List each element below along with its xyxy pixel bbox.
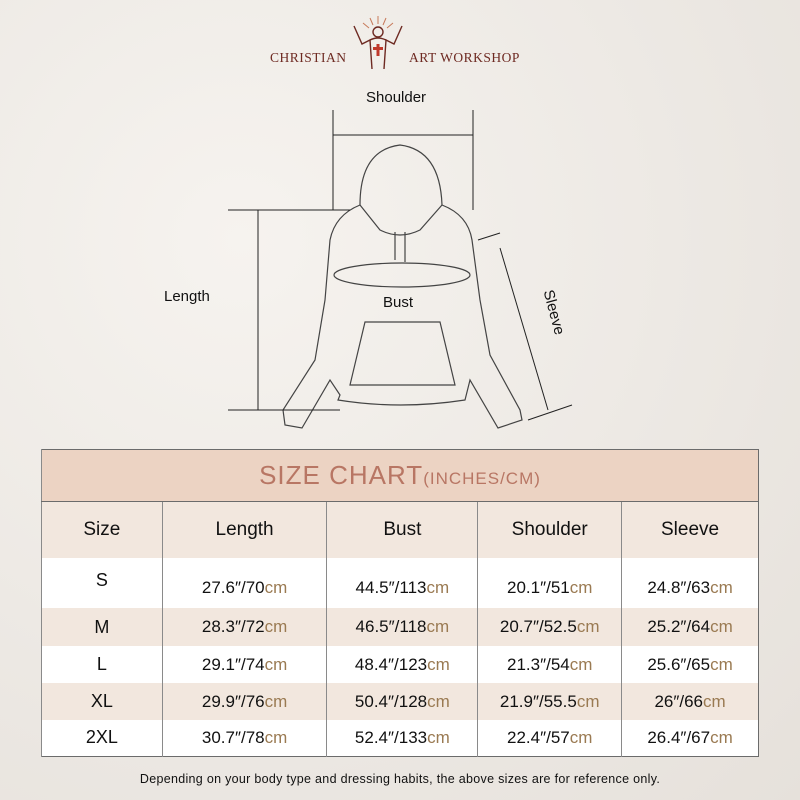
column-header: Shoulder [477,501,622,558]
inch-value: 25.6″/65 [647,654,711,674]
cm-unit: cm [427,654,450,674]
measure-cell: 24.8″/63cm [621,558,759,608]
measure-cell: 30.7″/78cm [161,720,327,756]
measure-cell: 20.1″/51cm [477,558,622,608]
measure-cell: 25.6″/65cm [621,646,759,683]
size-cell: S [41,558,163,608]
measure-cell: 29.9″/76cm [161,683,327,720]
inch-value: 24.8″/63 [647,578,711,597]
inch-value: 20.1″/51 [506,578,570,597]
inch-value: 52.4″/133 [354,727,428,747]
cm-unit: cm [710,727,733,747]
header-row: Size Length Bust Shoulder Sleeve [41,501,759,558]
measure-cell: 26″/66cm [621,683,759,720]
measure-cell: 25.2″/64cm [621,608,759,646]
table-row: 2XL 30.7″/78cm 52.4″/133cm 22.4″/57cm 26.4″/… [41,720,759,756]
bust-label: Bust [383,294,414,311]
measure-cell: 50.4″/128cm [326,683,478,720]
inch-value: 25.2″/64 [647,617,711,636]
size-cell: L [41,646,163,683]
shoulder-label: Shoulder [366,89,427,106]
column-header: Bust [326,501,478,558]
table-row: S 27.6″/70cm 44.5″/113cm 20.1″/51cm 24.8″/63… [41,558,759,608]
jesus-cross-icon [353,16,403,70]
measure-cell: 44.5″/113cm [326,558,478,608]
measure-cell: 48.4″/123cm [326,646,478,683]
hoodie-illustration [228,110,573,429]
cm-unit: cm [426,617,450,636]
measure-cell: 46.5″/118cm [326,608,478,646]
inch-value: 50.4″/128 [354,691,428,711]
inch-value: 30.7″/78 [201,727,265,747]
inch-value: 27.6″/70 [201,578,265,597]
measure-cell: 22.4″/57cm [477,720,622,756]
measure-cell: 21.9″/55.5cm [477,683,622,720]
size-chart-table: SIZE CHART(INCHES/CM) Size Length Bust S… [41,449,759,757]
size-chart-unit: (INCHES/CM) [423,469,541,488]
table-row: M 28.3″/72cm 46.5″/118cm 20.7″/52.5cm 25.2″/… [41,608,759,646]
cm-unit: cm [264,617,288,636]
reference-note: Depending on your body type and dressing… [139,772,661,786]
inch-value: 48.4″/123 [354,654,428,674]
measure-cell: 29.1″/74cm [161,646,327,683]
cm-unit: cm [710,654,733,674]
cm-unit: cm [710,617,733,636]
length-label: Length [164,288,210,305]
cm-unit: cm [569,654,593,674]
inch-value: 44.5″/113 [355,578,427,597]
cm-unit: cm [576,691,600,711]
cm-unit: cm [569,578,593,597]
size-chart-title-row: SIZE CHART(INCHES/CM) [41,449,759,502]
cm-unit: cm [427,727,450,747]
cm-unit: cm [569,727,593,747]
column-header: Size [41,501,163,558]
size-cell: XL [41,683,163,720]
cm-unit: cm [426,578,450,597]
cm-unit: cm [264,578,288,597]
brand-right: ART WORKSHOP [409,50,520,65]
measure-cell: 20.7″/52.5cm [477,608,622,646]
inch-value: 21.3″/54 [506,654,570,674]
table-row: L 29.1″/74cm 48.4″/123cm 21.3″/54cm 25.6″/65… [41,646,759,683]
table-row: XL 29.9″/76cm 50.4″/128cm 21.9″/55.5cm 26″/6… [41,683,759,720]
column-header: Sleeve [621,501,759,558]
brand-left: CHRISTIAN [270,50,347,65]
column-header: Length [161,501,327,558]
size-chart-title: SIZE CHART [259,460,424,490]
measure-cell: 28.3″/72cm [161,608,327,646]
cm-unit: cm [576,617,600,636]
brand-logo: CHRISTIAN ART WORKSHOP [260,14,540,74]
cm-unit: cm [264,727,288,747]
cm-unit: cm [264,691,288,711]
size-cell: M [41,608,163,646]
inch-value: 28.3″/72 [201,617,265,636]
inch-value: 26.4″/67 [647,727,711,747]
measure-cell: 52.4″/133cm [326,720,478,756]
cm-unit: cm [427,691,450,711]
cm-unit: cm [703,691,726,711]
inch-value: 29.9″/76 [201,691,265,711]
inch-value: 46.5″/118 [355,617,427,636]
measure-cell: 27.6″/70cm [161,558,327,608]
size-cell: 2XL [41,720,163,756]
cm-unit: cm [264,654,288,674]
inch-value: 26″/66 [654,691,703,711]
cm-unit: cm [710,578,733,597]
inch-value: 29.1″/74 [201,654,265,674]
inch-value: 21.9″/55.5 [499,691,577,711]
inch-value: 22.4″/57 [506,727,570,747]
measure-cell: 26.4″/67cm [621,720,759,756]
inch-value: 20.7″/52.5 [499,617,577,636]
measure-cell: 21.3″/54cm [477,646,622,683]
hoodie-diagram: Shoulder Length Bust Sleeve [0,80,800,440]
